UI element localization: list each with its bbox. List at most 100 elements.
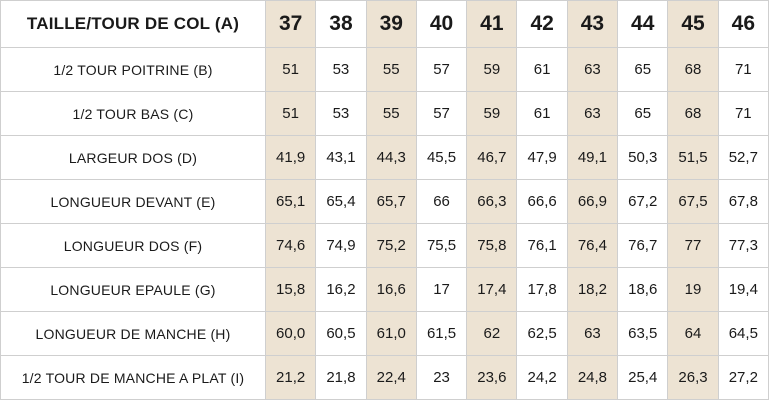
value-cell: 46,7 <box>466 135 518 180</box>
value-cell: 22,4 <box>365 355 417 400</box>
value-cell: 16,6 <box>365 267 417 312</box>
size-header-label: TAILLE/TOUR DE COL (A) <box>0 0 266 48</box>
value-cell: 17,4 <box>466 267 518 312</box>
value-cell: 67,2 <box>617 179 669 224</box>
value-cell: 63 <box>566 91 619 136</box>
table-row: LONGUEUR DOS (F) 74,6 74,9 75,2 75,5 75,8 76,1… <box>0 223 769 268</box>
row-label: 1/2 TOUR DE MANCHE A PLAT (I) <box>0 355 266 400</box>
value-cell: 67,5 <box>667 179 719 224</box>
value-cell: 75,5 <box>415 223 468 268</box>
size-header-37: 37 <box>264 0 317 48</box>
value-cell: 63 <box>566 311 619 356</box>
value-cell: 62,5 <box>516 311 568 356</box>
row-label: LONGUEUR EPAULE (G) <box>0 267 266 312</box>
value-cell: 24,8 <box>566 355 619 400</box>
size-header-46: 46 <box>717 0 769 48</box>
value-cell: 61,5 <box>415 311 468 356</box>
value-cell: 74,6 <box>264 223 317 268</box>
value-cell: 75,2 <box>365 223 417 268</box>
value-cell: 66,9 <box>566 179 619 224</box>
value-cell: 60,0 <box>264 311 317 356</box>
table-row: 1/2 TOUR POITRINE (B) 51 53 55 57 59 61 63 65 68 7… <box>0 47 769 92</box>
value-cell: 76,7 <box>617 223 669 268</box>
value-cell: 77,3 <box>717 223 769 268</box>
value-cell: 43,1 <box>315 135 367 180</box>
size-header-43: 43 <box>566 0 619 48</box>
table-row: LONGUEUR EPAULE (G) 15,8 16,2 16,6 17 17,4 17,… <box>0 267 769 312</box>
value-cell: 65,4 <box>315 179 367 224</box>
value-cell: 59 <box>466 91 518 136</box>
value-cell: 63,5 <box>617 311 669 356</box>
value-cell: 51 <box>264 91 317 136</box>
value-cell: 74,9 <box>315 223 367 268</box>
row-label: LONGUEUR DOS (F) <box>0 223 266 268</box>
value-cell: 53 <box>315 91 367 136</box>
table-body: 1/2 TOUR POITRINE (B) 51 53 55 57 59 61 63 65 68 7… <box>0 47 769 400</box>
row-label: 1/2 TOUR POITRINE (B) <box>0 47 266 92</box>
value-cell: 61 <box>516 47 568 92</box>
table-row: 1/2 TOUR DE MANCHE A PLAT (I) 21,2 21,8 22,… <box>0 355 769 400</box>
value-cell: 17,8 <box>516 267 568 312</box>
value-cell: 61,0 <box>365 311 417 356</box>
value-cell: 66,6 <box>516 179 568 224</box>
value-cell: 65,1 <box>264 179 317 224</box>
value-cell: 18,2 <box>566 267 619 312</box>
value-cell: 18,6 <box>617 267 669 312</box>
value-cell: 71 <box>717 91 769 136</box>
value-cell: 57 <box>415 47 468 92</box>
value-cell: 76,4 <box>566 223 619 268</box>
value-cell: 19,4 <box>717 267 769 312</box>
value-cell: 68 <box>667 47 719 92</box>
value-cell: 53 <box>315 47 367 92</box>
value-cell: 27,2 <box>717 355 769 400</box>
size-header-38: 38 <box>315 0 367 48</box>
value-cell: 21,2 <box>264 355 317 400</box>
row-label: 1/2 TOUR BAS (C) <box>0 91 266 136</box>
value-cell: 64 <box>667 311 719 356</box>
value-cell: 68 <box>667 91 719 136</box>
header-row: TAILLE/TOUR DE COL (A) 37 38 39 40 41 42… <box>0 0 769 48</box>
value-cell: 57 <box>415 91 468 136</box>
value-cell: 77 <box>667 223 719 268</box>
value-cell: 25,4 <box>617 355 669 400</box>
value-cell: 76,1 <box>516 223 568 268</box>
size-header-44: 44 <box>617 0 669 48</box>
value-cell: 47,9 <box>516 135 568 180</box>
value-cell: 49,1 <box>566 135 619 180</box>
value-cell: 26,3 <box>667 355 719 400</box>
value-cell: 62 <box>466 311 518 356</box>
value-cell: 55 <box>365 91 417 136</box>
value-cell: 65 <box>617 91 669 136</box>
size-header-39: 39 <box>365 0 417 48</box>
value-cell: 55 <box>365 47 417 92</box>
value-cell: 67,8 <box>717 179 769 224</box>
value-cell: 52,7 <box>717 135 769 180</box>
value-cell: 17 <box>415 267 468 312</box>
value-cell: 51 <box>264 47 317 92</box>
value-cell: 65 <box>617 47 669 92</box>
table-row: 1/2 TOUR BAS (C) 51 53 55 57 59 61 63 65 68 71 <box>0 91 769 136</box>
value-cell: 64,5 <box>717 311 769 356</box>
table-row: LARGEUR DOS (D) 41,9 43,1 44,3 45,5 46,7 47,9 4… <box>0 135 769 180</box>
value-cell: 61 <box>516 91 568 136</box>
row-label: LONGUEUR DEVANT (E) <box>0 179 266 224</box>
value-cell: 63 <box>566 47 619 92</box>
row-label: LONGUEUR DE MANCHE (H) <box>0 311 266 356</box>
value-cell: 44,3 <box>365 135 417 180</box>
value-cell: 51,5 <box>667 135 719 180</box>
value-cell: 19 <box>667 267 719 312</box>
table-row: LONGUEUR DEVANT (E) 65,1 65,4 65,7 66 66,3 66,… <box>0 179 769 224</box>
value-cell: 16,2 <box>315 267 367 312</box>
value-cell: 23 <box>415 355 468 400</box>
value-cell: 60,5 <box>315 311 367 356</box>
value-cell: 45,5 <box>415 135 468 180</box>
value-cell: 65,7 <box>365 179 417 224</box>
table-row: LONGUEUR DE MANCHE (H) 60,0 60,5 61,0 61,5 62… <box>0 311 769 356</box>
row-label: LARGEUR DOS (D) <box>0 135 266 180</box>
size-header-40: 40 <box>415 0 468 48</box>
value-cell: 66,3 <box>466 179 518 224</box>
value-cell: 59 <box>466 47 518 92</box>
size-header-42: 42 <box>516 0 568 48</box>
size-header-41: 41 <box>466 0 518 48</box>
